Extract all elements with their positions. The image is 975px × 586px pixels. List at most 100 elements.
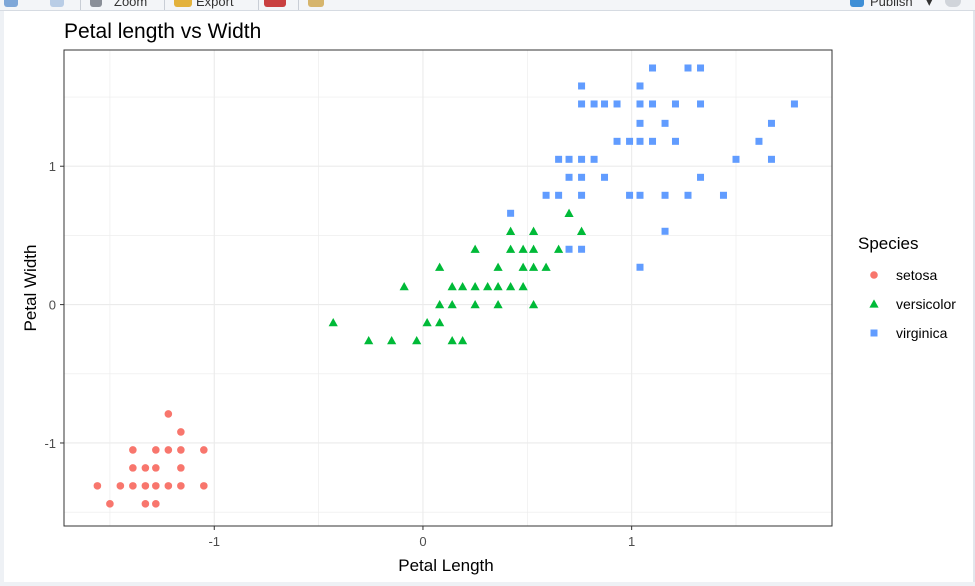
versicolor-point [483, 282, 493, 291]
virginica-point [555, 155, 563, 163]
series-setosa [93, 410, 208, 508]
versicolor-point [435, 317, 445, 327]
setosa-point [177, 446, 185, 454]
setosa-point [106, 500, 114, 508]
setosa-point [164, 446, 173, 454]
versicolor-point [470, 244, 480, 253]
virginica-point [626, 137, 634, 145]
y-tick-label: 1 [49, 159, 56, 174]
versicolor-point [576, 226, 587, 235]
versicolor-point [518, 282, 528, 291]
virginica-point [697, 64, 705, 72]
forward-arrow-icon[interactable] [50, 0, 64, 7]
versicolor-point [554, 244, 564, 253]
setosa-point [177, 428, 185, 436]
virginica-point [565, 155, 573, 163]
legend-key-virginica [870, 329, 878, 337]
x-axis-label: Petal Length [398, 556, 493, 575]
virginica-point [578, 191, 586, 199]
legend-label: virginica [896, 325, 948, 341]
virginica-point [636, 100, 644, 108]
legend-item-virginica: virginica [870, 325, 948, 341]
versicolor-point [528, 244, 539, 253]
setosa-point [152, 500, 160, 508]
clear-plot-icon[interactable] [264, 0, 286, 7]
virginica-point [697, 173, 705, 181]
versicolor-point [435, 262, 445, 271]
x-tick-label: -1 [208, 534, 220, 549]
virginica-point [661, 119, 669, 127]
legend-label: setosa [896, 267, 937, 283]
refresh-icon[interactable] [945, 0, 961, 7]
virginica-point [542, 191, 550, 199]
virginica-point [601, 173, 609, 181]
virginica-point [649, 100, 657, 108]
y-tick-label: 0 [49, 298, 56, 313]
toolbar-separator [80, 0, 81, 10]
setosa-point [93, 482, 102, 490]
versicolor-point [518, 262, 528, 271]
versicolor-point [506, 282, 516, 291]
setosa-point [116, 482, 125, 490]
virginica-point [578, 82, 586, 90]
legend-item-setosa: setosa [870, 267, 937, 283]
chart-title: Petal length vs Width [64, 20, 261, 43]
virginica-point [613, 100, 621, 108]
virginica-point [790, 100, 798, 108]
versicolor-point [387, 335, 397, 345]
virginica-point [578, 100, 586, 108]
series-virginica [507, 64, 798, 271]
virginica-point [636, 82, 644, 90]
setosa-point [129, 482, 137, 490]
versicolor-point [412, 335, 422, 345]
export-button[interactable]: Export [196, 0, 234, 9]
toolbar-separator [164, 0, 165, 10]
legend-label: versicolor [896, 296, 956, 312]
export-icon [174, 0, 192, 7]
legend-key-setosa [870, 271, 878, 279]
virginica-point [555, 191, 563, 199]
virginica-point [590, 155, 598, 163]
versicolor-point [364, 335, 374, 345]
versicolor-point [493, 262, 503, 271]
versicolor-point [541, 262, 551, 271]
virginica-point [578, 173, 586, 181]
zoom-icon [90, 0, 102, 7]
y-tick-label: -1 [44, 436, 56, 451]
left-pane-edge [0, 11, 4, 586]
back-arrow-icon[interactable] [4, 0, 18, 7]
versicolor-point [399, 282, 409, 291]
setosa-point [141, 464, 150, 472]
versicolor-point [528, 226, 539, 235]
axis-ticks: -1 0 1 -1 0 1 [44, 159, 635, 549]
versicolor-point [447, 300, 457, 309]
zoom-button[interactable]: Zoom [114, 0, 148, 9]
chevron-down-icon[interactable]: ▾ [926, 0, 933, 9]
setosa-point [152, 464, 160, 472]
versicolor-point [506, 226, 516, 235]
versicolor-point [493, 300, 503, 309]
versicolor-point [328, 317, 338, 327]
broom-icon[interactable] [308, 0, 324, 7]
legend: Species setosa versicolor virginica [858, 234, 956, 341]
virginica-point [565, 245, 573, 253]
versicolor-point [493, 282, 503, 291]
toolbar-separator [258, 0, 259, 10]
setosa-point [141, 482, 150, 490]
publish-icon [850, 0, 864, 7]
versicolor-point [447, 335, 457, 345]
virginica-point [649, 137, 657, 145]
virginica-point [732, 155, 740, 163]
versicolor-point [470, 282, 480, 291]
publish-button[interactable]: Publish [870, 0, 913, 9]
virginica-point [613, 137, 621, 145]
virginica-point [636, 137, 644, 145]
versicolor-point [506, 244, 516, 253]
legend-item-versicolor: versicolor [869, 296, 956, 312]
setosa-point [129, 464, 137, 472]
setosa-point [152, 446, 160, 454]
virginica-point [636, 119, 644, 127]
virginica-point [684, 64, 692, 72]
virginica-point [767, 155, 775, 163]
